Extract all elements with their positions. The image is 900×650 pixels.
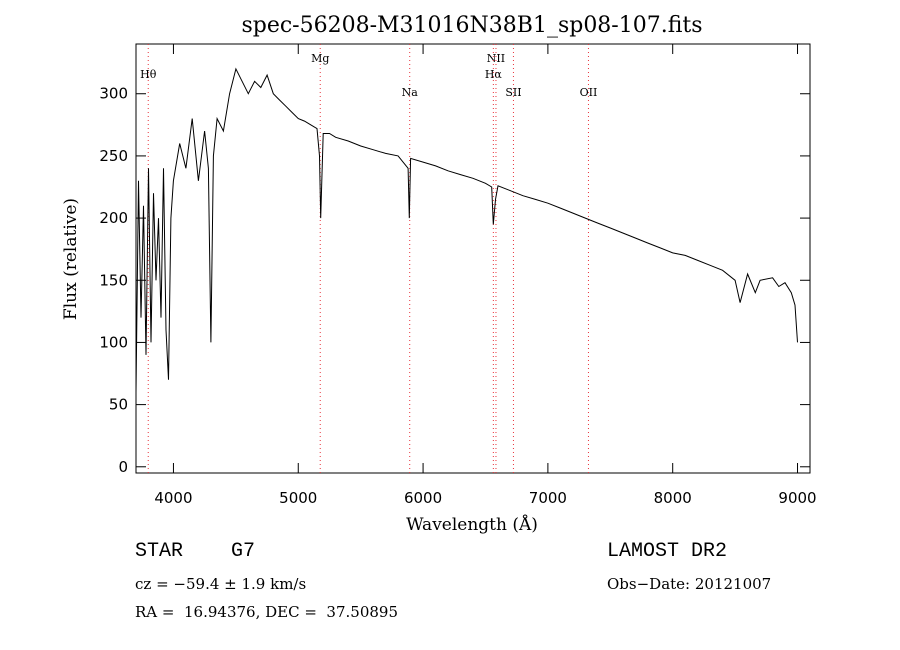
y-axis-label: Flux (relative): [61, 198, 81, 320]
coordinates: RA = 16.94376, DEC = 37.50895: [135, 603, 399, 621]
x-axis-label: Wavelength (Å): [406, 514, 538, 535]
observation-date: Obs−Date: 20121007: [607, 575, 772, 593]
spectral-line-label: OII: [580, 86, 598, 99]
chart-title: spec-56208-M31016N38B1_sp08-107.fits: [241, 13, 702, 38]
y-tick-label: 300: [99, 85, 128, 103]
spectral-line-label: Mg: [311, 52, 329, 65]
axis-ticks: 4000 5000 6000 7000 8000 9000 0 50 100 150 200 250 3…: [99, 44, 817, 507]
x-tick-label: 5000: [279, 489, 317, 507]
plot-frame: [135, 43, 811, 474]
y-tick-label: 250: [99, 147, 128, 165]
spectral-line-label: Na: [402, 86, 419, 99]
x-tick-label: 6000: [404, 489, 442, 507]
object-classification: STAR G7: [135, 540, 256, 563]
x-tick-label: 7000: [529, 489, 567, 507]
x-tick-label: 4000: [154, 489, 192, 507]
x-tick-label: 9000: [778, 489, 816, 507]
spectral-line-label: Hθ: [140, 68, 157, 81]
spectrum-series: [135, 67, 798, 393]
survey-name: LAMOST DR2: [607, 540, 728, 563]
spectrum-line: [135, 67, 798, 393]
y-tick-label: 150: [99, 271, 128, 289]
spectral-line-label: NII: [487, 52, 505, 65]
y-tick-label: 100: [99, 333, 128, 351]
y-tick-label: 0: [118, 458, 128, 476]
x-tick-label: 8000: [654, 489, 692, 507]
spectral-line-label: SII: [505, 86, 521, 99]
y-tick-label: 200: [99, 209, 128, 227]
spectral-line-label: Hα: [485, 68, 503, 81]
y-tick-label: 50: [109, 396, 128, 414]
redshift-velocity: cz = −59.4 ± 1.9 km/s: [135, 575, 307, 593]
